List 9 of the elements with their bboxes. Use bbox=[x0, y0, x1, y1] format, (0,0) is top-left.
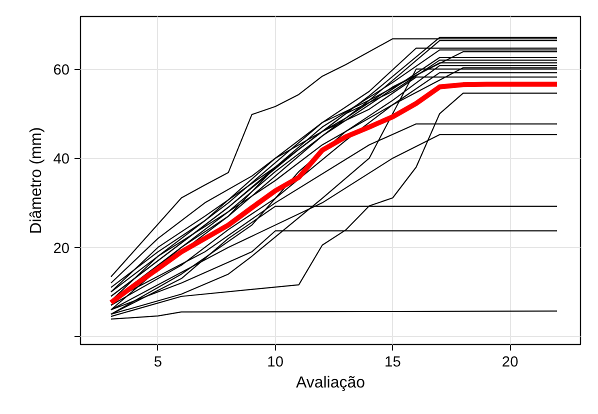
y-axis-title: Diâmetro (mm) bbox=[28, 127, 46, 234]
x-tick-label: 10 bbox=[267, 354, 284, 370]
y-tick-label: 40 bbox=[53, 152, 70, 168]
x-tick-label: 20 bbox=[502, 354, 518, 370]
y-tick-label: 60 bbox=[53, 62, 70, 79]
x-tick-label: 15 bbox=[384, 354, 401, 370]
y-tick-label: 20 bbox=[53, 240, 70, 257]
x-axis-title: Avaliação bbox=[296, 374, 366, 392]
x-tick-label: 5 bbox=[154, 354, 162, 370]
